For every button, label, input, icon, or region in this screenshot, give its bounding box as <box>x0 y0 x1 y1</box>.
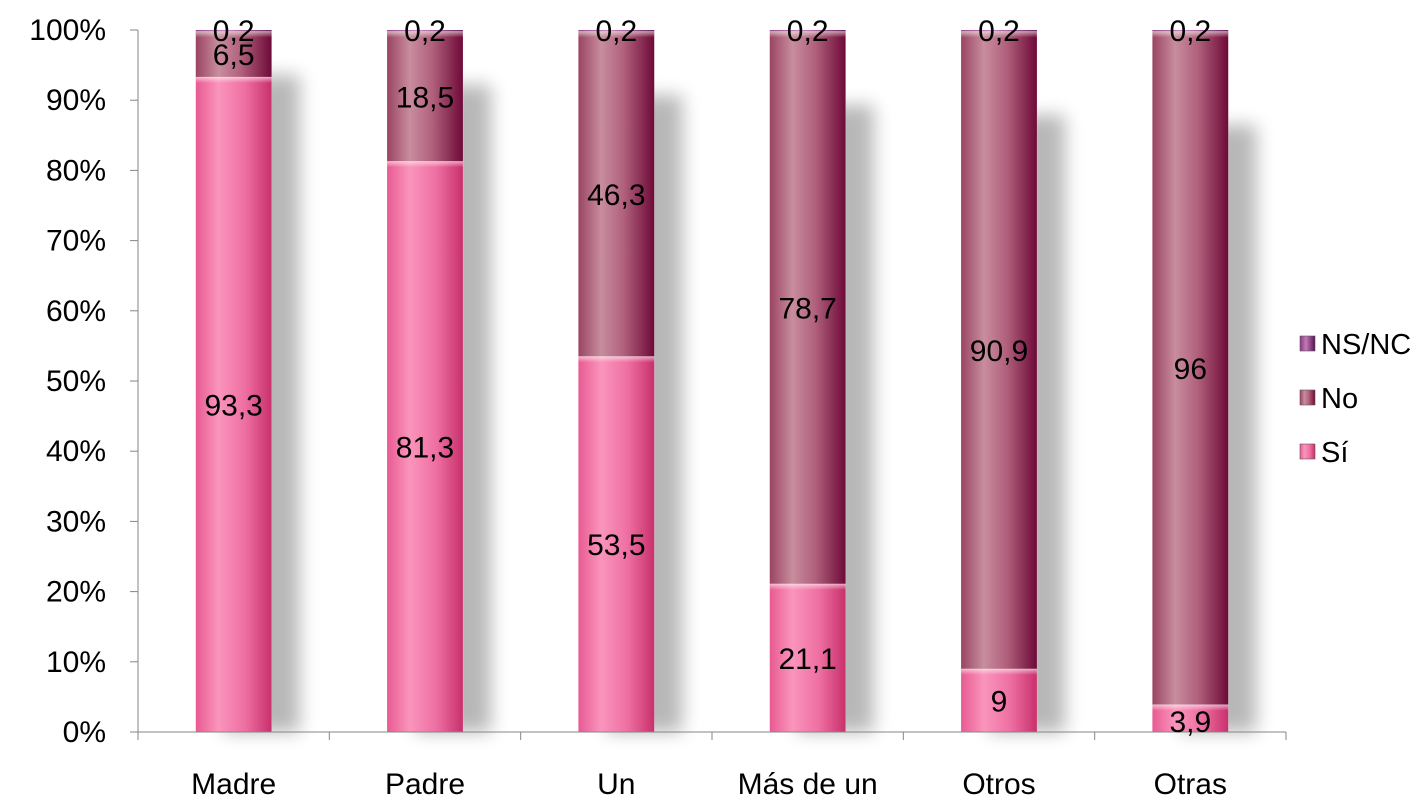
legend-label-si: Sí <box>1321 437 1348 469</box>
category-label-mas-de-un: Más de un <box>738 768 878 801</box>
bar-bevel <box>387 161 463 168</box>
legend-swatch-no <box>1299 389 1316 406</box>
bar-bevel <box>578 31 655 38</box>
data-label-ns-nc-otros: 0,2 <box>978 15 1020 48</box>
data-label-si-madre: 93,3 <box>204 390 262 423</box>
bar-bevel <box>387 31 463 38</box>
legend-label-ns-nc: NS/NC <box>1321 329 1411 361</box>
category-label-un: Un <box>597 768 635 801</box>
data-label-no-otras: 96 <box>1174 353 1207 386</box>
data-label-si-otros: 9 <box>991 685 1008 718</box>
bar-bevel <box>195 77 272 84</box>
data-label-no-mas-de-un: 78,7 <box>778 293 836 326</box>
bar-bevel <box>769 583 846 590</box>
bar-segment-no-un <box>578 31 655 357</box>
y-tick-label: 0% <box>63 716 106 749</box>
bar-segment-ns-nc-otras <box>1152 29 1229 32</box>
bar-shadows <box>223 75 1257 732</box>
bar-bevel <box>1152 31 1229 38</box>
y-tick-label: 70% <box>46 225 106 258</box>
data-label-no-padre: 18,5 <box>396 81 454 114</box>
bar-segment-ns-nc-mas-de-un <box>769 29 846 32</box>
y-tick-label: 50% <box>46 365 106 398</box>
category-labels: Madre Padre Un Más de un Otros Otras <box>191 768 1227 801</box>
axes <box>130 29 1287 740</box>
data-label-si-un: 53,5 <box>587 529 645 562</box>
bar-bevel <box>1152 704 1229 711</box>
data-label-ns-nc-padre: 0,2 <box>404 15 446 48</box>
data-label-ns-nc-otras: 0,2 <box>1169 15 1211 48</box>
bar-segment-ns-nc-otros <box>960 29 1038 32</box>
y-tick-label: 20% <box>46 576 106 609</box>
data-label-si-otras: 3,9 <box>1169 706 1211 739</box>
bar-bevel <box>769 31 846 38</box>
bar-segment-si-madre <box>195 76 272 733</box>
y-tick-label: 30% <box>46 505 106 538</box>
bar-segment-ns-nc-padre <box>386 29 464 32</box>
bar-bevel <box>195 31 272 38</box>
data-label-ns-nc-madre: 0,2 <box>213 15 255 48</box>
bar-bevel <box>961 31 1037 38</box>
bar-bevel <box>578 356 655 363</box>
data-label-si-padre: 81,3 <box>396 432 454 465</box>
data-label-si-mas-de-un: 21,1 <box>778 643 836 676</box>
data-label-no-un: 46,3 <box>587 179 645 212</box>
y-tick-label: 40% <box>46 435 106 468</box>
bar-segment-si-un <box>578 356 655 733</box>
y-tick-label: 90% <box>46 84 106 117</box>
y-tick-label: 60% <box>46 295 106 328</box>
bars <box>195 29 1229 733</box>
bar-bevel <box>961 668 1037 675</box>
data-label-no-madre: 6,5 <box>213 39 255 72</box>
bar-segment-ns-nc-un <box>578 29 655 32</box>
bar-segment-si-padre <box>386 161 464 733</box>
bar-segment-si-mas-de-un <box>769 583 846 733</box>
bar-segment-no-padre <box>386 31 464 162</box>
legend-label-no: No <box>1321 383 1358 415</box>
legend-swatch-ns-nc <box>1299 335 1316 352</box>
legend-swatch-si <box>1299 443 1316 460</box>
y-tick-label: 80% <box>46 154 106 187</box>
y-tick-labels: 0% 10% 20% 30% 40% 50% 60% 70% 80% 90% 100% <box>29 14 106 749</box>
data-label-ns-nc-un: 0,2 <box>595 15 637 48</box>
category-label-padre: Padre <box>385 768 465 801</box>
bar-segment-no-mas-de-un <box>769 31 846 585</box>
bar-segment-ns-nc-madre <box>195 29 272 32</box>
bar-segment-si-otros <box>960 668 1038 733</box>
y-tick-label: 100% <box>29 14 106 47</box>
category-label-madre: Madre <box>191 768 276 801</box>
bar-segment-no-otras <box>1152 31 1229 705</box>
category-label-otras: Otras <box>1154 768 1227 801</box>
data-labels: 93,36,50,281,318,50,253,546,30,221,178,7… <box>204 15 1211 739</box>
data-label-no-otros: 90,9 <box>970 335 1028 368</box>
legend: NS/NC No Sí <box>1299 329 1411 469</box>
bar-segment-no-otros <box>960 31 1038 670</box>
y-tick-label: 10% <box>46 646 106 679</box>
category-label-otros: Otros <box>962 768 1035 801</box>
data-label-ns-nc-mas-de-un: 0,2 <box>787 15 829 48</box>
